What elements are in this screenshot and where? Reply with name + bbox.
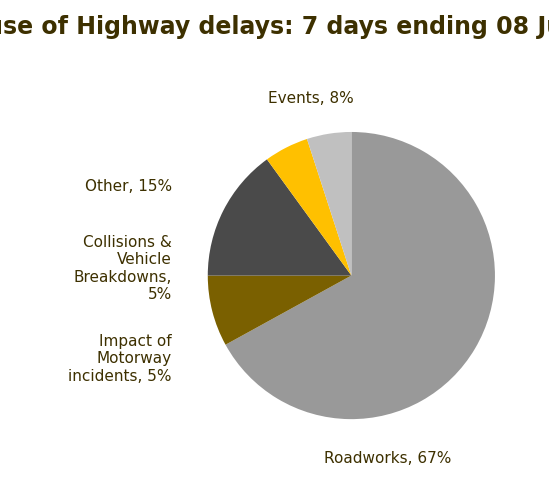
Text: Collisions &
Vehicle
Breakdowns,
5%: Collisions & Vehicle Breakdowns, 5% — [74, 235, 172, 302]
Text: Cause of Highway delays: 7 days ending 08 June: Cause of Highway delays: 7 days ending 0… — [0, 15, 549, 39]
Wedge shape — [226, 132, 495, 419]
Wedge shape — [267, 139, 351, 276]
Text: Events, 8%: Events, 8% — [268, 91, 354, 106]
Text: Impact of
Motorway
incidents, 5%: Impact of Motorway incidents, 5% — [69, 334, 172, 384]
Text: Roadworks, 67%: Roadworks, 67% — [323, 451, 451, 466]
Wedge shape — [208, 276, 351, 345]
Text: Other, 15%: Other, 15% — [85, 179, 172, 194]
Wedge shape — [208, 159, 351, 276]
Wedge shape — [307, 132, 351, 276]
